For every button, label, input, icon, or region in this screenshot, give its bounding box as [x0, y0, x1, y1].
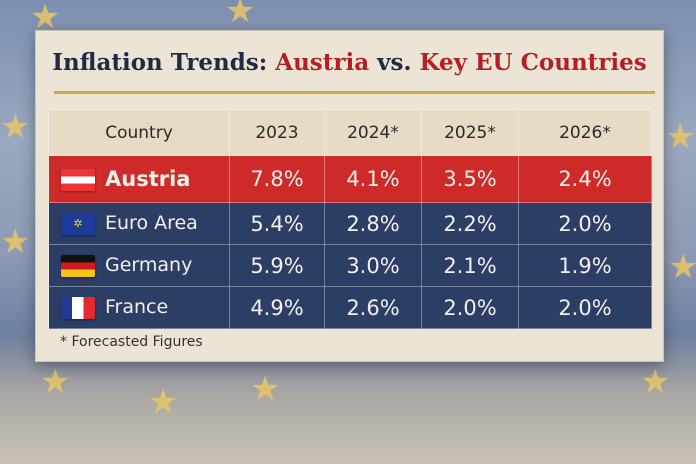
value-cell: 4.9%	[229, 286, 325, 329]
title: Inflation Trends: Austria vs. Key EU Cou…	[36, 49, 663, 76]
value-cell: 2.4%	[518, 155, 652, 203]
country-cell: ✲ Euro Area	[48, 202, 230, 245]
star-icon: ★	[668, 247, 696, 287]
column-header: 2025*	[421, 109, 519, 156]
value-cell: 7.8%	[229, 155, 325, 203]
star-icon: ★	[0, 222, 31, 262]
value-cell: 4.1%	[324, 155, 422, 203]
country-cell: Austria	[48, 155, 230, 203]
star-icon: ★	[665, 117, 696, 157]
title-part: Key EU Countries	[419, 49, 647, 76]
value-cell: 2.8%	[324, 202, 422, 245]
value-cell: 2.1%	[421, 244, 519, 287]
title-part: Inflation Trends:	[52, 49, 276, 76]
divider	[54, 91, 655, 94]
star-icon: ★	[250, 369, 281, 409]
value-cell: 1.9%	[518, 244, 652, 287]
column-header: 2024*	[324, 109, 422, 156]
star-icon: ★	[640, 362, 671, 402]
header-row: Country 2023 2024* 2025* 2026*	[48, 109, 652, 156]
star-icon: ★	[40, 362, 71, 402]
title-part: vs.	[369, 49, 420, 76]
country-cell: France	[48, 286, 230, 329]
column-header: 2023	[229, 109, 325, 156]
france-flag-icon	[61, 296, 95, 319]
inflation-table: Country 2023 2024* 2025* 2026* Austria 7…	[48, 109, 652, 329]
column-header: 2026*	[518, 109, 652, 156]
column-header: Country	[48, 109, 230, 156]
table-row: Germany 5.9% 3.0% 2.1% 1.9%	[48, 244, 652, 287]
star-icon: ★	[0, 107, 31, 147]
title-part: Austria	[275, 49, 370, 76]
germany-flag-icon	[61, 254, 95, 277]
value-cell: 2.0%	[518, 202, 652, 245]
value-cell: 5.4%	[229, 202, 325, 245]
country-name: Germany	[105, 254, 193, 277]
value-cell: 3.5%	[421, 155, 519, 203]
star-icon: ★	[225, 0, 256, 31]
country-name: Austria	[105, 167, 191, 191]
country-name: Euro Area	[105, 212, 198, 235]
star-icon: ★	[148, 382, 179, 422]
country-name: France	[105, 296, 169, 319]
value-cell: 3.0%	[324, 244, 422, 287]
footnote: * Forecasted Figures	[60, 334, 203, 350]
value-cell: 5.9%	[229, 244, 325, 287]
country-cell: Germany	[48, 244, 230, 287]
table-row: Austria 7.8% 4.1% 3.5% 2.4%	[48, 155, 652, 203]
austria-flag-icon	[61, 169, 95, 191]
value-cell: 2.6%	[324, 286, 422, 329]
value-cell: 2.2%	[421, 202, 519, 245]
value-cell: 2.0%	[421, 286, 519, 329]
eu-flag-icon: ✲	[61, 212, 95, 235]
infographic-card: Inflation Trends: Austria vs. Key EU Cou…	[35, 30, 664, 362]
star-icon: ★	[30, 0, 61, 37]
value-cell: 2.0%	[518, 286, 652, 329]
table-row: ✲ Euro Area 5.4% 2.8% 2.2% 2.0%	[48, 202, 652, 245]
table-row: France 4.9% 2.6% 2.0% 2.0%	[48, 286, 652, 329]
